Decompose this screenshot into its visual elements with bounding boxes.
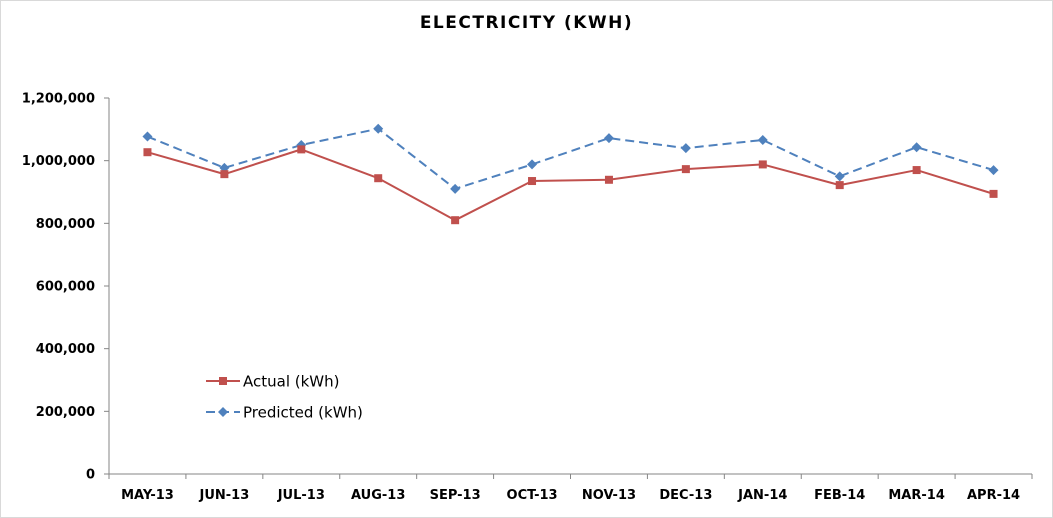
x-tick-label: OCT-13: [507, 488, 558, 503]
legend-label-actual-kwh: Actual (kWh): [243, 373, 340, 391]
actual-kwh-point: [528, 177, 537, 186]
x-tick-label: JUL-13: [277, 488, 325, 503]
x-tick-label: SEP-13: [430, 488, 481, 503]
y-tick-label: 800,000: [36, 217, 95, 232]
actual-kwh-point: [374, 174, 383, 183]
actual-kwh-point: [297, 145, 306, 154]
predicted-kwh-point: [527, 159, 538, 170]
actual-kwh-point: [451, 216, 460, 225]
legend-marker-predicted-kwh: [218, 407, 228, 417]
x-tick-label: AUG-13: [351, 488, 405, 503]
x-tick-label: MAY-13: [121, 488, 174, 503]
actual-kwh-point: [989, 189, 998, 198]
predicted-kwh-point: [911, 142, 922, 153]
legend-label-predicted-kwh: Predicted (kWh): [243, 404, 363, 422]
actual-kwh-point: [143, 148, 152, 157]
chart-title: ELECTRICITY (KWH): [419, 13, 634, 33]
y-tick-label: 1,000,000: [22, 154, 95, 169]
y-tick-label: 1,200,000: [22, 92, 95, 107]
predicted-kwh-point: [450, 183, 461, 194]
actual-kwh-point: [835, 181, 844, 190]
predicted-kwh-point: [142, 131, 153, 142]
x-tick-label: MAR-14: [888, 488, 945, 503]
actual-kwh-series-line: [147, 148, 994, 222]
x-tick-label: FEB-14: [814, 488, 865, 503]
y-tick-label: 600,000: [36, 280, 95, 295]
x-tick-label: JAN-14: [737, 488, 787, 503]
predicted-kwh-point: [680, 143, 691, 154]
y-tick-label: 400,000: [36, 342, 95, 357]
actual-kwh-point: [604, 175, 613, 184]
predicted-kwh-point: [988, 165, 999, 176]
predicted-kwh-point: [603, 133, 614, 144]
predicted-kwh-point: [757, 134, 768, 145]
predicted-kwh-point: [373, 123, 384, 134]
x-tick-label: DEC-13: [659, 488, 712, 503]
x-tick-label: NOV-13: [582, 488, 636, 503]
predicted-kwh-point: [834, 171, 845, 182]
y-tick-label: 0: [86, 468, 95, 483]
actual-kwh-point: [681, 165, 690, 174]
actual-kwh-point: [220, 170, 229, 179]
x-tick-label: APR-14: [967, 488, 1020, 503]
x-tick-label: JUN-13: [198, 488, 249, 503]
legend-marker-actual-kwh: [219, 377, 227, 385]
actual-kwh-point: [758, 160, 767, 169]
actual-kwh-point: [912, 166, 921, 175]
y-tick-label: 200,000: [36, 405, 95, 420]
